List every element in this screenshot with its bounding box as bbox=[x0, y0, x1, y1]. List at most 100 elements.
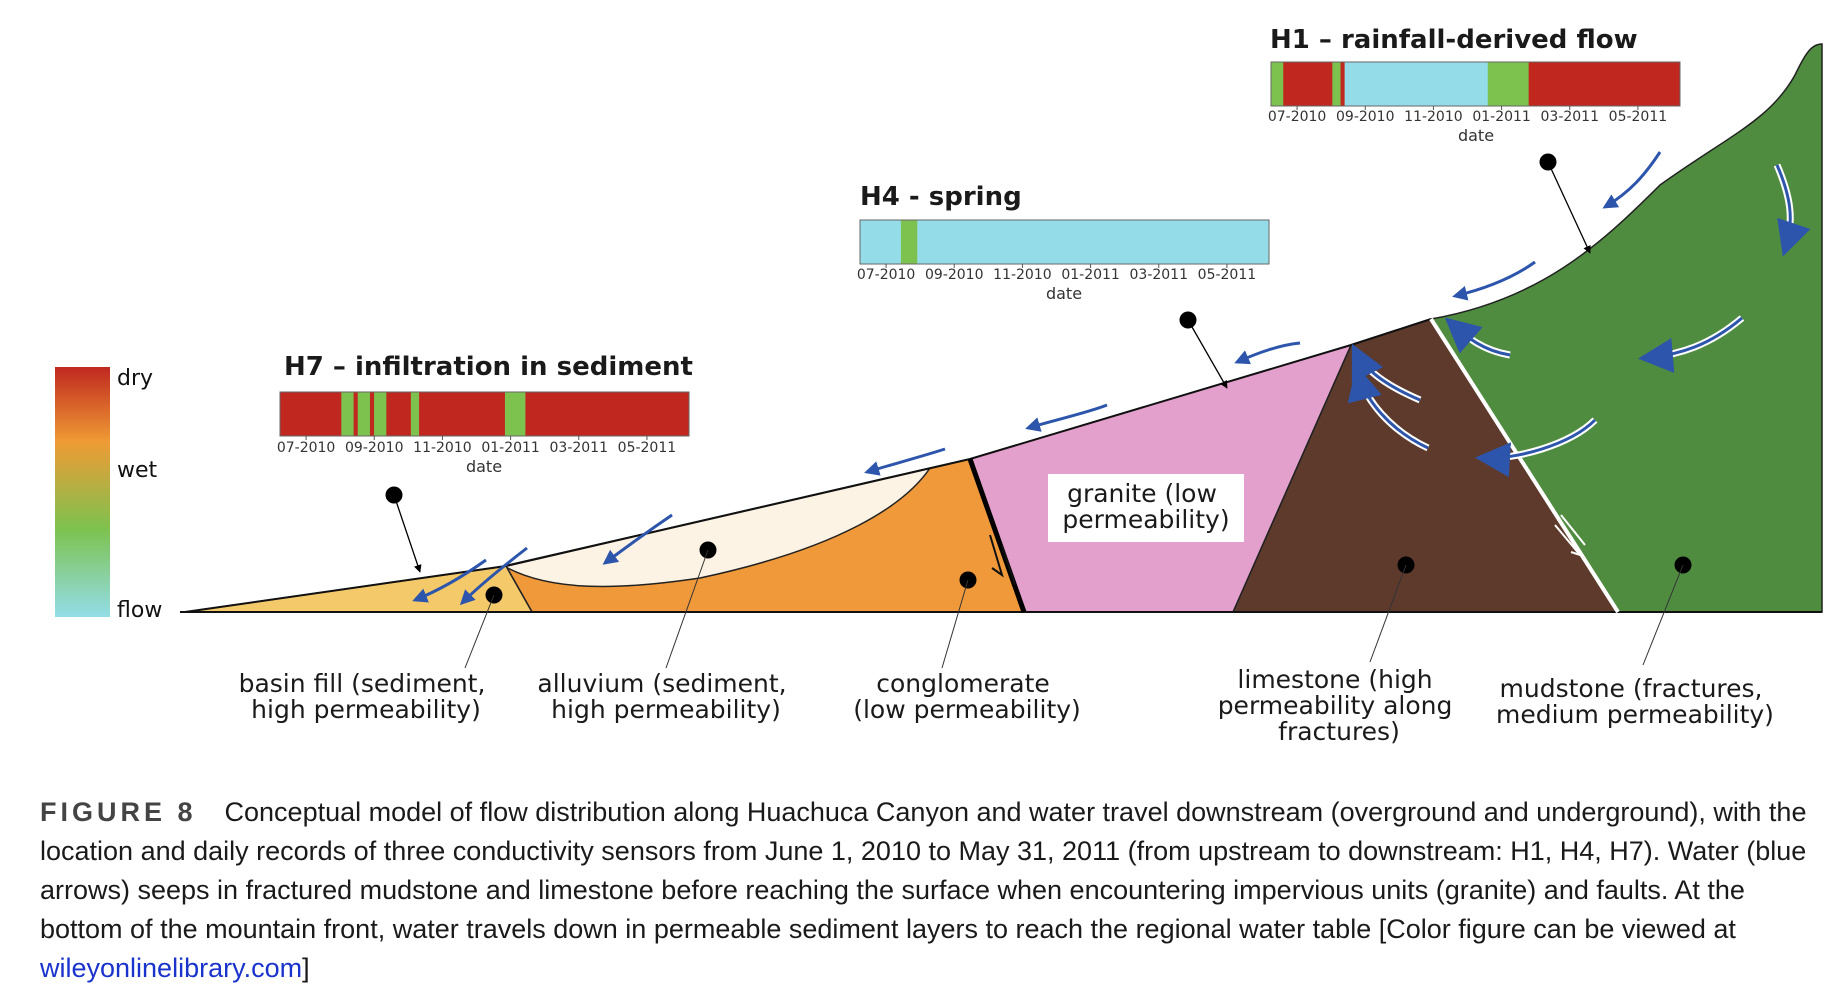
water-arrows-outlined bbox=[1347, 163, 1811, 478]
strip-h7-tick-label: 01-2011 bbox=[481, 440, 540, 456]
label-mudstone: mudstone (fractures, medium permeability… bbox=[1496, 674, 1774, 729]
conceptual-diagram: dry wet flow bbox=[55, 25, 1823, 746]
strip-h4-bar bbox=[860, 220, 1270, 264]
legend-label-wet: wet bbox=[117, 458, 158, 483]
caption-text: Conceptual model of flow distribution al… bbox=[40, 797, 1807, 944]
strip-h4: H4 - spring 07-2010 09-2010 11-2010 01-2011… bbox=[857, 182, 1270, 303]
strip-h1-segment-wet bbox=[1271, 62, 1284, 106]
label-alluvium: alluvium (sediment, high permeability) bbox=[537, 669, 794, 724]
strip-h7-bar bbox=[280, 392, 690, 436]
fault-slip-mark-2 bbox=[1554, 514, 1586, 558]
water-arrow bbox=[1452, 260, 1536, 301]
strip-h7-tick-label: 05-2011 bbox=[618, 440, 677, 456]
strip-h4-tick-label: 07-2010 bbox=[857, 267, 916, 283]
h4-sensor-dot bbox=[1179, 311, 1197, 329]
leader-line-mudstone bbox=[1642, 564, 1684, 666]
strip-h4-tick-label: 05-2011 bbox=[1198, 267, 1257, 283]
strip-h1-tick-label: 05-2011 bbox=[1609, 109, 1668, 125]
fault-slip-mark bbox=[989, 534, 1016, 586]
water-arrow bbox=[459, 546, 528, 606]
figure-label: FIGURE 8 bbox=[40, 797, 197, 827]
legend-label-dry: dry bbox=[117, 366, 153, 391]
label-granite: granite (low permeability) bbox=[1062, 479, 1229, 534]
strip-h4-tick-label: 03-2011 bbox=[1130, 267, 1189, 283]
strip-h7-tick-label: 03-2011 bbox=[550, 440, 609, 456]
color-legend: dry wet flow bbox=[55, 366, 162, 623]
strip-h1-segment-dry bbox=[1283, 62, 1333, 106]
strip-h1-tick-label: 01-2011 bbox=[1472, 109, 1531, 125]
strip-h7-tick-label: 07-2010 bbox=[277, 440, 336, 456]
fault-conglomerate-granite bbox=[967, 458, 1027, 613]
legend-gradient-bar bbox=[55, 367, 110, 617]
caption-link[interactable]: wileyonlinelibrary.com bbox=[40, 953, 303, 983]
unit-labels: basin fill (sediment, high permeability)… bbox=[239, 474, 1774, 746]
water-arrow bbox=[1234, 341, 1301, 365]
water-arrow bbox=[1775, 164, 1796, 253]
water-arrow bbox=[1025, 403, 1108, 432]
strip-h4-segment-wet bbox=[900, 220, 918, 264]
strip-h1-tick-label: 11-2010 bbox=[1404, 109, 1463, 125]
strip-h1-bar bbox=[1271, 62, 1681, 106]
cross-section bbox=[180, 43, 1823, 614]
strip-h1: H1 – rainfall-derived flow 07-2010 09-201… bbox=[1268, 25, 1681, 145]
strip-h7-segment-dry bbox=[369, 392, 375, 436]
strip-h7-segment-wet bbox=[504, 392, 526, 436]
unit-leader-lines bbox=[464, 549, 1684, 669]
water-arrow bbox=[602, 513, 673, 565]
label-conglomerate: conglomerate (low permeability) bbox=[853, 669, 1081, 724]
h7-pointer-line bbox=[393, 494, 422, 573]
strip-h1-segment-flow bbox=[1344, 62, 1489, 106]
strip-h1-segment-dry bbox=[1528, 62, 1681, 106]
strip-h7-segment-dry bbox=[280, 392, 342, 436]
leader-line-limestone bbox=[1369, 564, 1407, 663]
strip-h1-segment-wet bbox=[1332, 62, 1342, 106]
strip-h7-segment-wet bbox=[374, 392, 387, 436]
strip-h1-tick-label: 07-2010 bbox=[1268, 109, 1327, 125]
water-arrows bbox=[412, 151, 1662, 606]
water-arrow bbox=[1353, 369, 1429, 450]
strip-h4-ticks: 07-2010 09-2010 11-2010 01-2011 03-2011 05-20… bbox=[857, 264, 1256, 283]
caption-end: ] bbox=[302, 953, 310, 983]
strip-h4-tick-label: 01-2011 bbox=[1061, 267, 1120, 283]
h7-sensor-dot bbox=[385, 486, 403, 504]
leader-line-alluvium bbox=[665, 549, 709, 669]
strip-h7-tick-label: 09-2010 bbox=[345, 440, 404, 456]
strip-h4-tick-label: 11-2010 bbox=[993, 267, 1052, 283]
fault-limestone-mudstone bbox=[1429, 317, 1620, 614]
strip-h7-segment-wet bbox=[357, 392, 371, 436]
strip-h7-segment-dry bbox=[419, 392, 506, 436]
water-arrow bbox=[1479, 418, 1597, 467]
strip-h1-segment-dry bbox=[1340, 62, 1346, 106]
strip-h7-segment-dry bbox=[353, 392, 359, 436]
granite-label-box bbox=[1048, 474, 1244, 542]
water-arrow bbox=[1642, 316, 1743, 365]
h1-sensor-dot bbox=[1539, 153, 1557, 171]
water-arrow bbox=[1447, 320, 1511, 357]
strip-h1-ticks: 07-2010 09-2010 11-2010 01-2011 03-2011 05-20… bbox=[1268, 106, 1667, 125]
leader-line-conglomerate bbox=[941, 579, 969, 669]
legend-label-flow: flow bbox=[117, 598, 162, 623]
strip-h7-segment-wet bbox=[341, 392, 355, 436]
water-arrow bbox=[1602, 151, 1662, 209]
label-basin-fill: basin fill (sediment, high permeability) bbox=[239, 669, 494, 724]
water-arrow bbox=[412, 558, 487, 603]
strip-h1-tick-label: 09-2010 bbox=[1336, 109, 1395, 125]
strip-h4-tick-label: 09-2010 bbox=[925, 267, 984, 283]
strip-h7-segment-dry bbox=[525, 392, 690, 436]
strip-h7: H7 – infiltration in sediment 07-2010 09-… bbox=[277, 352, 693, 476]
sensor-pointers bbox=[393, 161, 1591, 573]
strip-h7-ticks: 07-2010 09-2010 11-2010 01-2011 03-2011 05-20… bbox=[277, 436, 676, 456]
strip-h7-segment-wet bbox=[410, 392, 420, 436]
strip-h7-segment-dry bbox=[386, 392, 412, 436]
strip-h4-axis-title: date bbox=[1046, 284, 1082, 303]
water-arrow bbox=[864, 447, 946, 476]
strip-h7-title: H7 – infiltration in sediment bbox=[284, 352, 693, 382]
strip-h4-title: H4 - spring bbox=[860, 182, 1022, 212]
strip-h4-segment-flow bbox=[917, 220, 1270, 264]
strip-h1-axis-title: date bbox=[1458, 126, 1494, 145]
strip-h1-tick-label: 03-2011 bbox=[1541, 109, 1600, 125]
strip-h1-segment-wet bbox=[1487, 62, 1530, 106]
leader-line-basin-fill bbox=[464, 594, 495, 669]
figure-caption: FIGURE 8 Conceptual model of flow distrib… bbox=[40, 793, 1830, 988]
strip-h1-title: H1 – rainfall-derived flow bbox=[1270, 25, 1638, 55]
